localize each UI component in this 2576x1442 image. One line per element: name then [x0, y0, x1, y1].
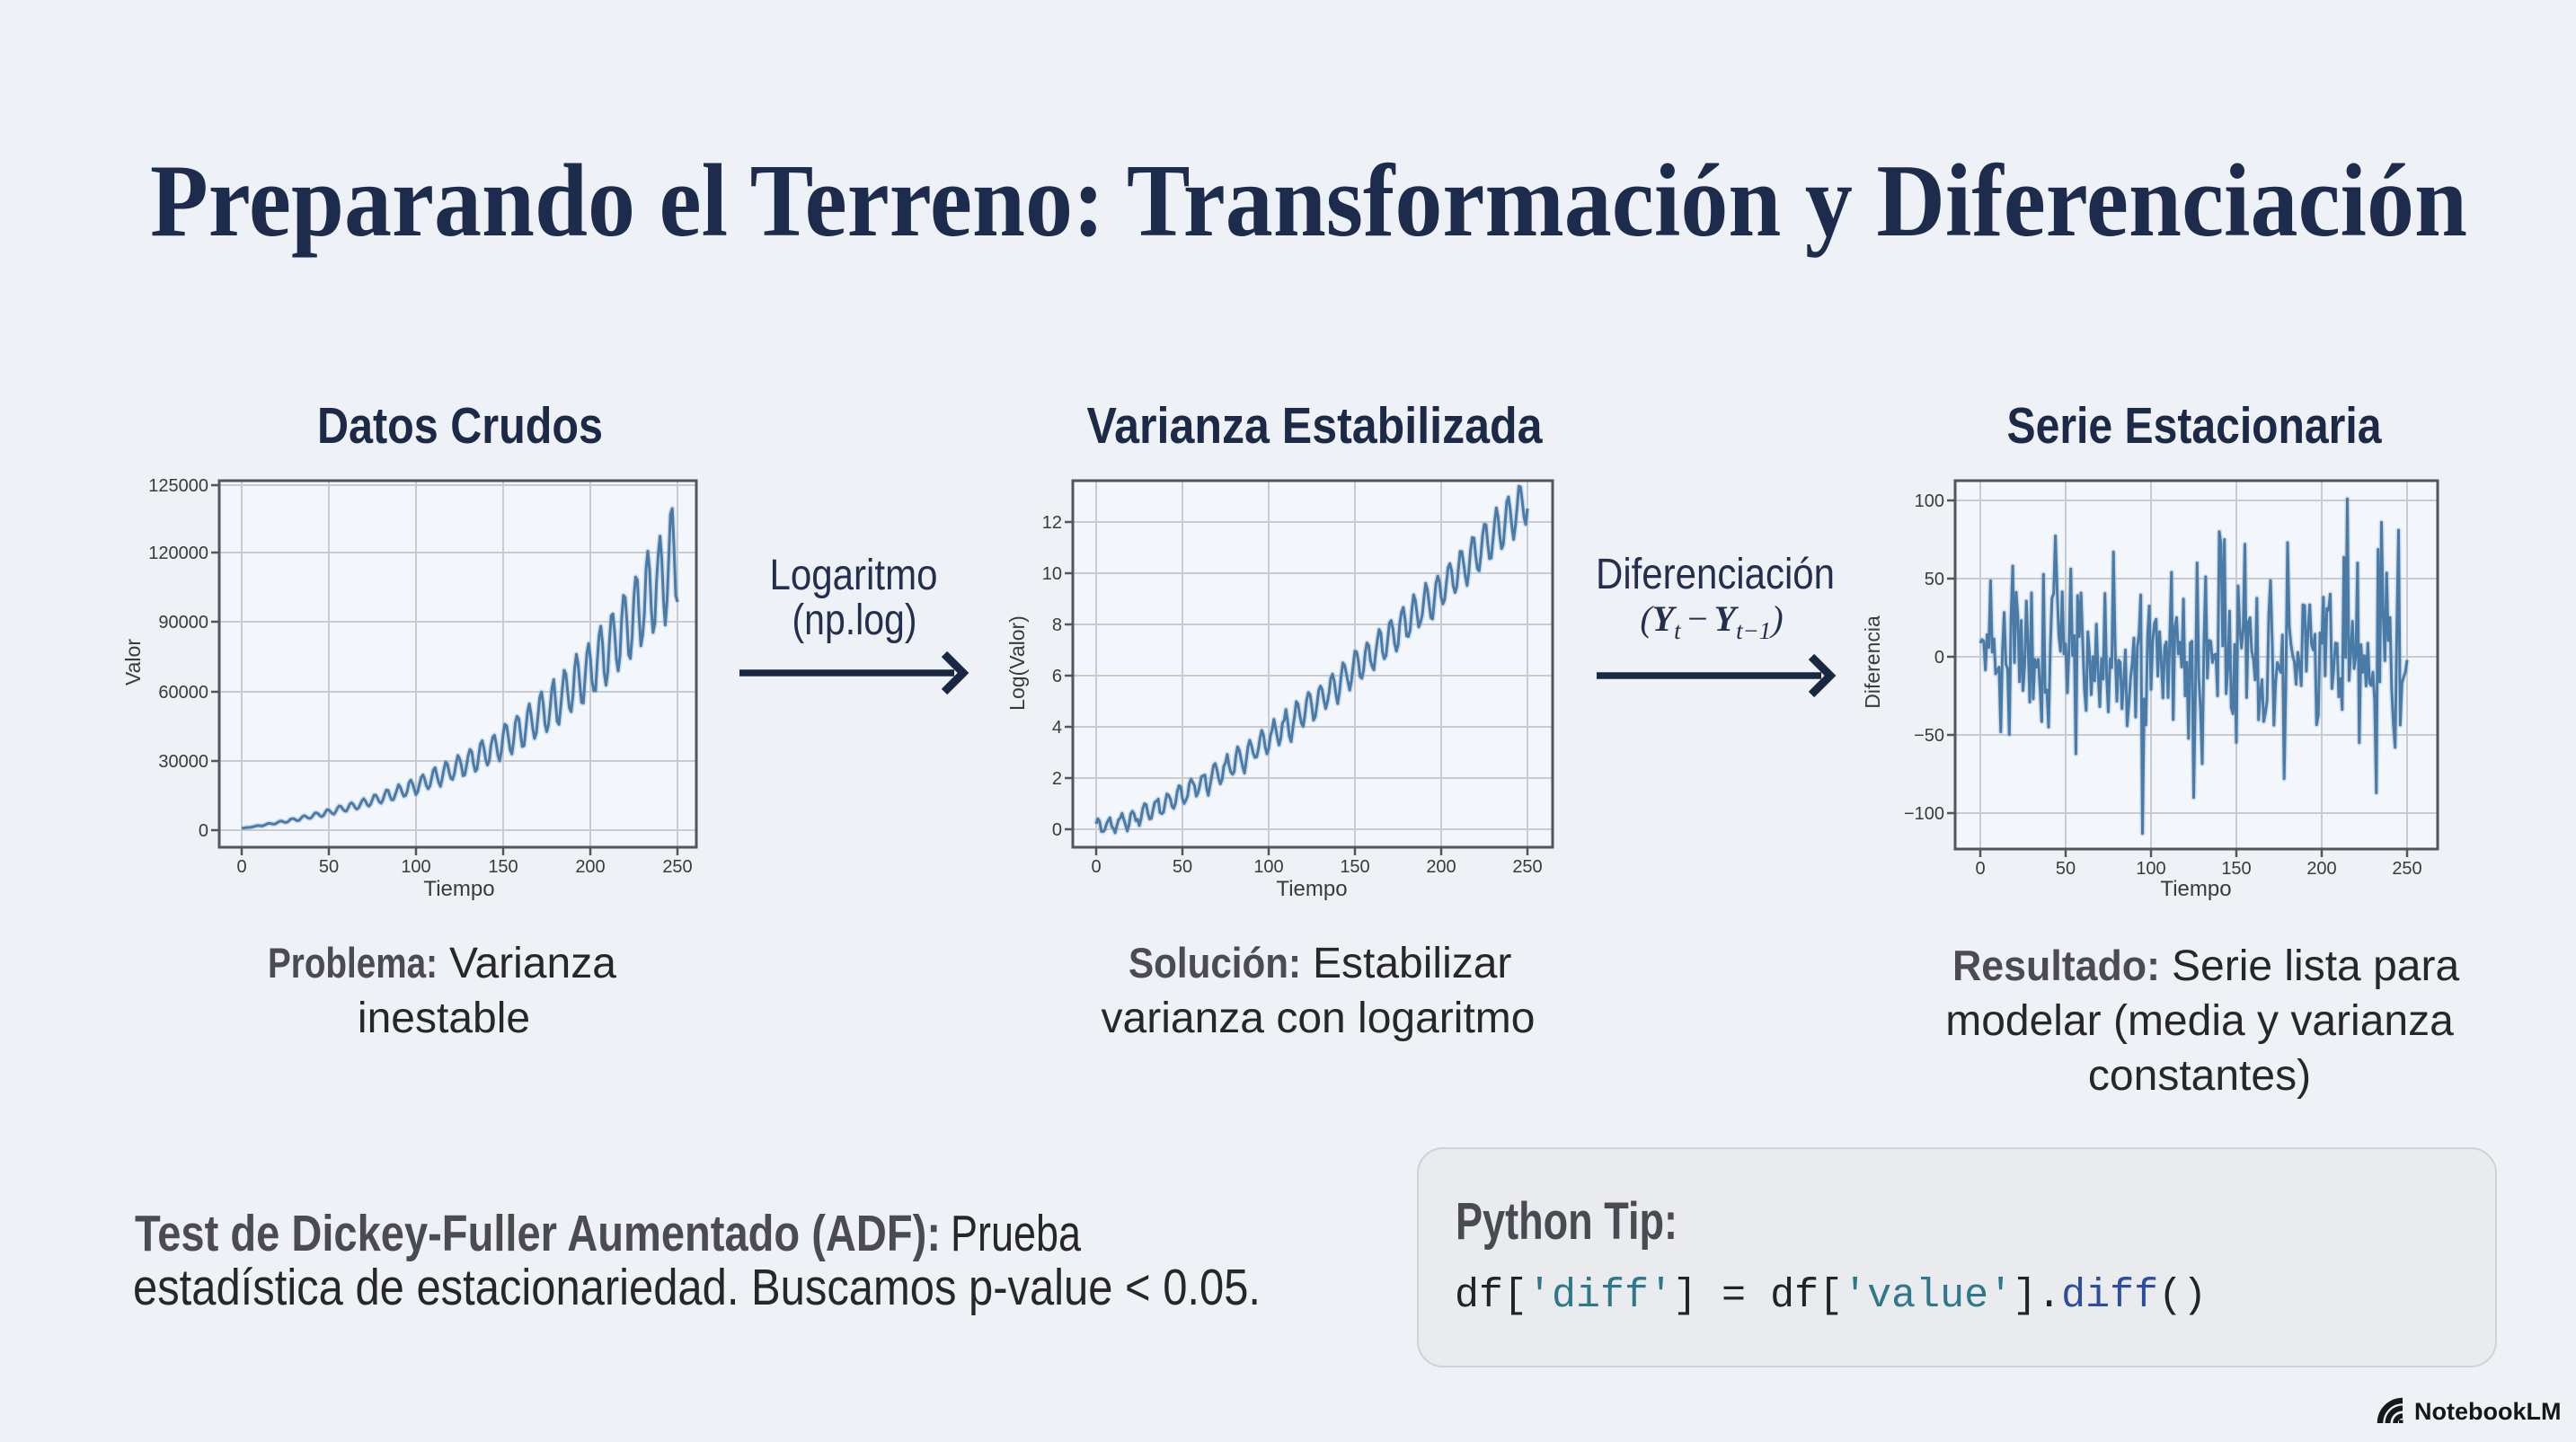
svg-text:Tiempo: Tiempo — [1276, 877, 1347, 901]
svg-text:150: 150 — [488, 857, 518, 877]
svg-text:2: 2 — [1052, 769, 1062, 789]
svg-text:90000: 90000 — [158, 613, 208, 633]
svg-text:0: 0 — [236, 857, 246, 877]
svg-text:120000: 120000 — [148, 544, 208, 563]
svg-text:200: 200 — [1426, 857, 1456, 877]
svg-text:150: 150 — [1340, 857, 1369, 877]
svg-text:Estabilizar: Estabilizar — [1313, 940, 1511, 987]
svg-text:inestable: inestable — [358, 995, 530, 1042]
svg-text:0: 0 — [1052, 820, 1062, 840]
svg-text:125000: 125000 — [148, 476, 208, 496]
svg-text:100: 100 — [1253, 857, 1283, 877]
svg-text:estadística de estacionariedad: estadística de estacionariedad. Buscamos… — [133, 1259, 1261, 1316]
svg-text:Prueba: Prueba — [951, 1205, 1081, 1262]
svg-text:Python Tip:: Python Tip: — [1456, 1192, 1677, 1251]
svg-text:Diferenciación: Diferenciación — [1596, 551, 1835, 598]
svg-text:Logaritmo: Logaritmo — [770, 552, 938, 599]
svg-text:4: 4 — [1052, 718, 1062, 738]
svg-text:10: 10 — [1042, 564, 1062, 584]
svg-text:−100: −100 — [1904, 804, 1944, 824]
svg-text:8: 8 — [1052, 615, 1062, 635]
svg-text:50: 50 — [1173, 857, 1192, 877]
svg-text:12: 12 — [1042, 513, 1062, 533]
svg-text:100: 100 — [401, 857, 430, 877]
svg-text:Varianza: Varianza — [449, 940, 616, 987]
svg-text:250: 250 — [1512, 857, 1542, 877]
svg-text:50: 50 — [2056, 859, 2076, 879]
svg-text:0: 0 — [199, 821, 208, 841]
svg-text:Tiempo: Tiempo — [2160, 877, 2231, 901]
svg-text:Test de Dickey-Fuller Aumentad: Test de Dickey-Fuller Aumentado (ADF): — [135, 1205, 941, 1262]
svg-text:NotebookLM: NotebookLM — [2414, 1398, 2561, 1425]
svg-text:modelar (media y varianza: modelar (media y varianza — [1945, 997, 2454, 1045]
svg-text:Diferencia: Diferencia — [1861, 615, 1884, 709]
svg-text:Tiempo: Tiempo — [423, 877, 494, 901]
svg-text:Valor: Valor — [121, 639, 145, 686]
svg-text:0: 0 — [1934, 648, 1944, 668]
svg-text:100: 100 — [1915, 491, 1944, 511]
svg-text:(np.log): (np.log) — [792, 597, 917, 644]
svg-text:−50: −50 — [1914, 726, 1944, 746]
svg-text:50: 50 — [1925, 570, 1944, 589]
svg-text:200: 200 — [2306, 859, 2336, 879]
svg-text:Preparando el Terreno: Transfo: Preparando el Terreno: Transformación y … — [150, 144, 2467, 259]
svg-text:100: 100 — [2136, 859, 2165, 879]
svg-text:0: 0 — [1091, 857, 1101, 877]
svg-text:Serie Estacionaria: Serie Estacionaria — [2007, 397, 2383, 455]
svg-text:50: 50 — [319, 857, 339, 877]
svg-text:Resultado:: Resultado: — [1952, 942, 2160, 989]
svg-text:250: 250 — [662, 857, 692, 877]
svg-text:Log(Valor): Log(Valor) — [1005, 615, 1029, 711]
svg-text:0: 0 — [1975, 859, 1985, 879]
svg-text:varianza con logaritmo: varianza con logaritmo — [1102, 995, 1536, 1042]
svg-text:Datos Crudos: Datos Crudos — [317, 397, 603, 455]
svg-text:Varianza Estabilizada: Varianza Estabilizada — [1087, 397, 1544, 455]
svg-text:250: 250 — [2392, 859, 2421, 879]
svg-text:60000: 60000 — [158, 683, 208, 703]
svg-text:Serie lista para: Serie lista para — [2172, 942, 2459, 990]
svg-text:Solución:: Solución: — [1129, 939, 1301, 986]
svg-text:Problema:: Problema: — [268, 939, 438, 986]
svg-text:30000: 30000 — [158, 752, 208, 772]
svg-text:constantes): constantes) — [2088, 1052, 2311, 1100]
svg-text:200: 200 — [575, 857, 605, 877]
svg-text:df['diff'] = df['value'].diff(: df['diff'] = df['value'].diff() — [1455, 1273, 2207, 1319]
svg-text:150: 150 — [2221, 859, 2251, 879]
svg-text:6: 6 — [1052, 667, 1062, 686]
